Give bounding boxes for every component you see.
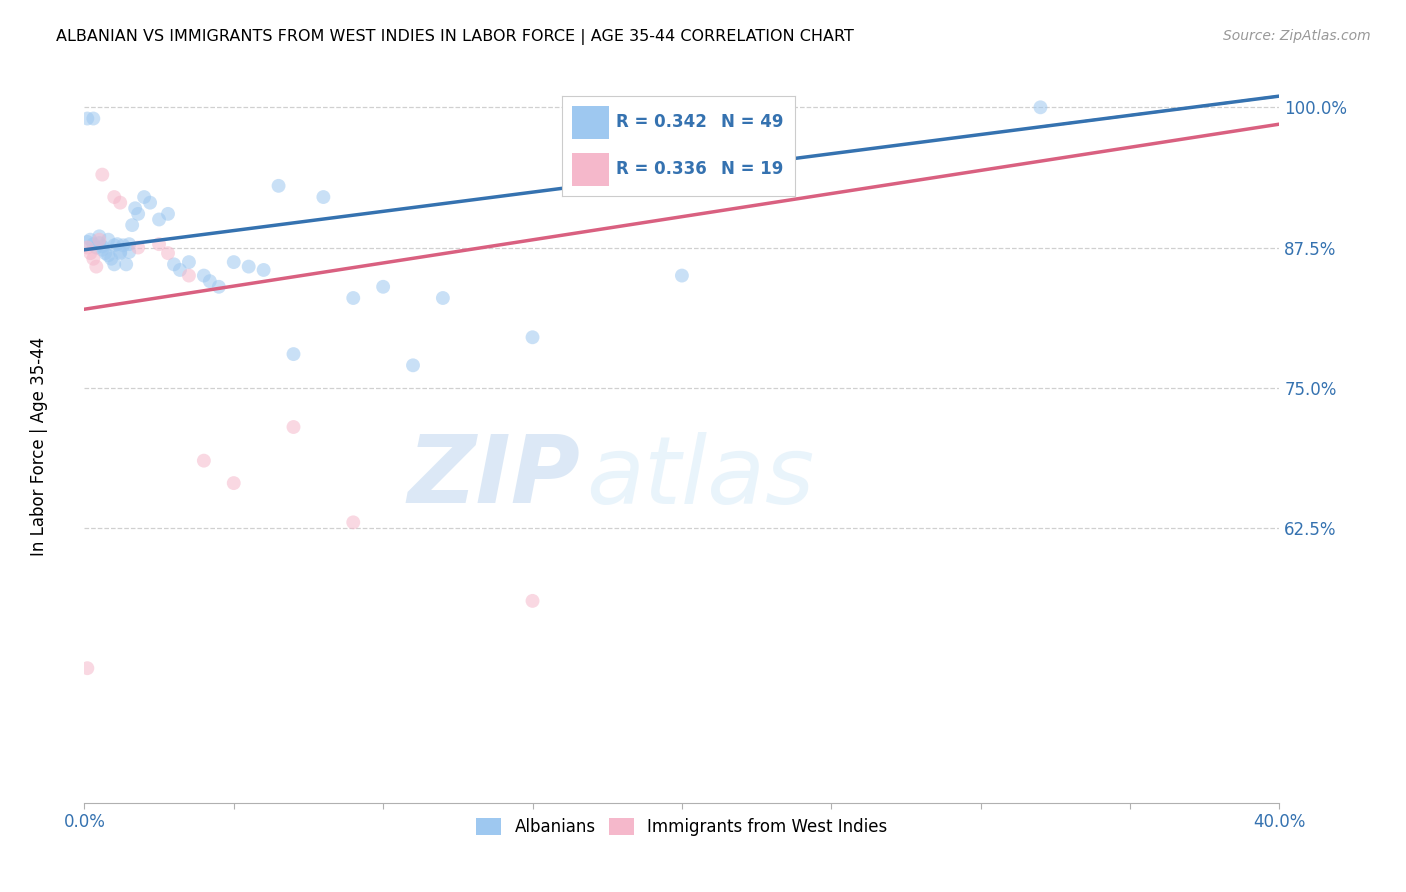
Point [283,347,305,361]
Point [86,260,108,274]
Point [522,594,544,608]
Point [76,661,98,675]
Point [222,476,245,491]
Point [82,112,104,126]
Point [91,243,114,257]
Point [402,359,425,373]
Point [157,246,180,260]
Point [198,274,221,288]
Point [1029,100,1052,114]
Point [312,190,335,204]
Point [373,280,395,294]
Point [238,260,260,274]
Point [91,168,114,182]
Point [118,237,141,252]
Point [169,263,191,277]
Point [177,268,200,283]
Point [103,257,125,271]
Point [89,233,111,247]
Point [94,246,117,260]
Text: atlas: atlas [586,432,814,523]
Point [127,207,149,221]
Point [522,330,544,344]
Text: ZIP: ZIP [408,431,581,523]
Text: In Labor Force | Age 35-44: In Labor Force | Age 35-44 [31,336,48,556]
Point [127,240,149,255]
Point [112,238,135,252]
Legend: Albanians, Immigrants from West Indies: Albanians, Immigrants from West Indies [470,811,894,843]
Point [103,238,125,252]
Point [139,195,162,210]
Point [121,218,143,232]
Point [89,235,111,250]
Point [342,516,364,530]
Point [432,291,454,305]
Point [148,212,170,227]
Point [97,233,120,247]
Point [283,420,305,434]
Point [89,229,111,244]
Point [267,178,290,193]
Point [193,453,215,467]
Text: Source: ZipAtlas.com: Source: ZipAtlas.com [1223,29,1371,44]
Point [671,268,693,283]
Point [82,237,104,252]
Point [132,190,156,204]
Point [79,246,101,260]
Point [157,207,180,221]
Point [76,112,98,126]
Point [253,263,276,277]
Point [91,239,114,253]
Text: ALBANIAN VS IMMIGRANTS FROM WEST INDIES IN LABOR FORCE | AGE 35-44 CORRELATION C: ALBANIAN VS IMMIGRANTS FROM WEST INDIES … [56,29,853,45]
Point [82,252,104,266]
Point [79,233,101,247]
Point [110,245,132,260]
Point [193,268,215,283]
Point [103,190,125,204]
Point [148,237,170,252]
Point [177,255,200,269]
Point [163,257,186,271]
Point [86,240,108,255]
Point [208,280,231,294]
Point [342,291,364,305]
Point [124,201,146,215]
Point [97,248,120,262]
Point [110,195,132,210]
Point [115,257,138,271]
Point [76,235,98,249]
Point [105,237,128,252]
Point [118,245,141,260]
Point [76,240,98,255]
Point [222,255,245,269]
Point [110,246,132,260]
Point [100,252,122,266]
